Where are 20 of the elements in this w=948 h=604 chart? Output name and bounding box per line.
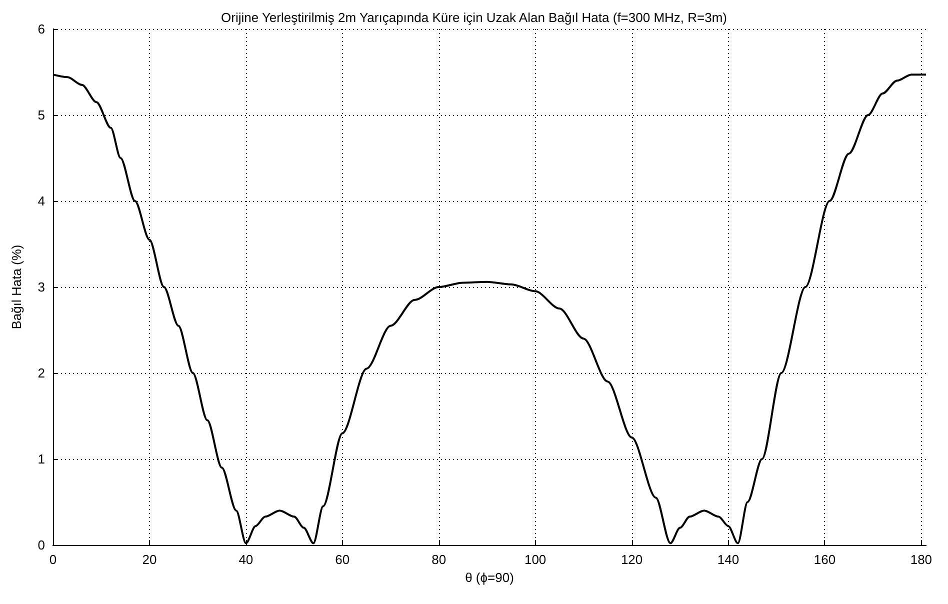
x-tick-label: 0 [49, 552, 57, 567]
x-tick-label: 180 [910, 552, 932, 567]
y-tick-label: 1 [38, 452, 45, 466]
x-axis-title: θ (ϕ=90) [465, 570, 514, 585]
chart-title: Orijine Yerleştirilmiş 2m Yarıçapında Küre için Uzak Alan Bağıl Hata (f=300 MHz, R=3m) [220, 10, 728, 25]
y-tick-label: 2 [38, 366, 45, 380]
x-tick-label: 60 [335, 552, 350, 567]
x-tick-label: 40 [238, 552, 254, 567]
y-tick-label: 5 [38, 108, 45, 122]
x-tick-label: 80 [432, 552, 446, 567]
x-tick-label: 140 [717, 552, 740, 567]
x-tick-label: 100 [524, 552, 546, 567]
y-tick-label: 3 [38, 280, 45, 294]
x-tick-label: 20 [142, 552, 157, 567]
y-tick-label: 0 [38, 538, 45, 552]
y-tick-label: 6 [38, 22, 45, 36]
y-tick-label: 4 [38, 194, 45, 208]
x-tick-label: 120 [620, 552, 643, 567]
x-tick-label: 160 [814, 552, 836, 567]
y-axis-title: Bağıl Hata (%) [9, 244, 24, 330]
